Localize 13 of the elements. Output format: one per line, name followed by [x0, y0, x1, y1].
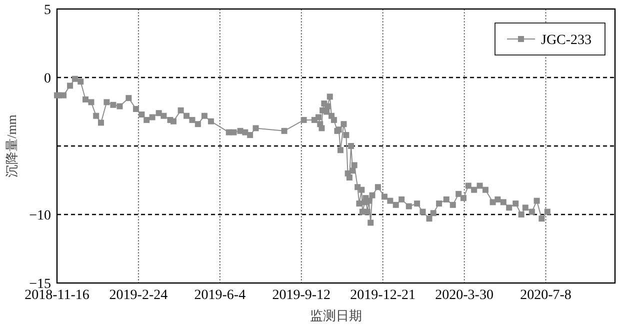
- x-tick-label: 2020-7-8: [520, 288, 572, 303]
- x-tick-label: 2019-9-12: [272, 288, 331, 303]
- legend-label: JGC-233: [541, 33, 592, 48]
- x-axis-title: 监测日期: [310, 308, 362, 323]
- x-tick-label: 2019-2-24: [109, 288, 168, 303]
- x-tick-label: 2019-12-21: [350, 288, 416, 303]
- x-tick-label: 2020-3-30: [435, 288, 494, 303]
- x-tick-label: 2018-11-16: [24, 288, 90, 303]
- y-tick-label: −10: [29, 208, 51, 224]
- y-tick-label: 5: [44, 3, 51, 18]
- y-tick-label: 0: [44, 72, 51, 86]
- y-axis-title: 沉降量/mm: [4, 114, 19, 178]
- x-tick-label: 2019-6-4: [194, 288, 246, 303]
